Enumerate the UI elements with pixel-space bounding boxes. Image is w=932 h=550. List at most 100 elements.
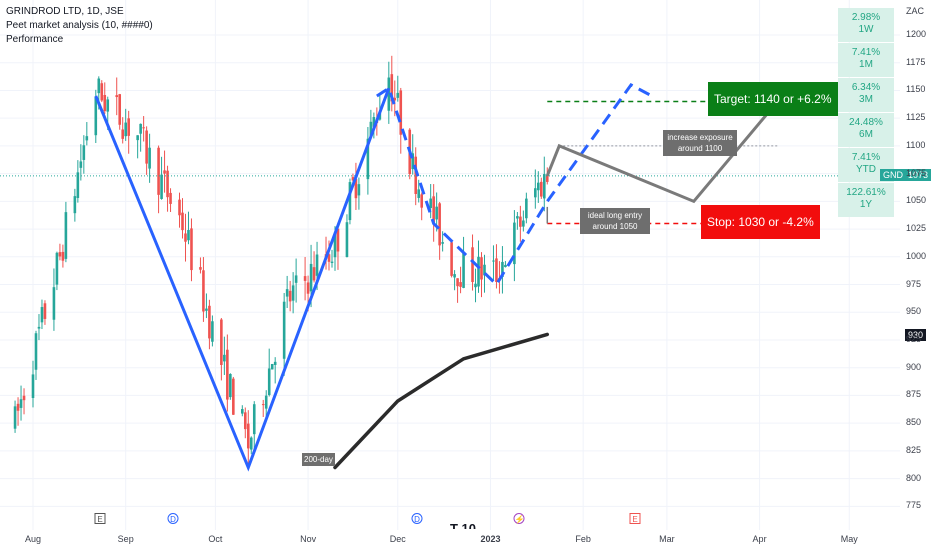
- candle-body: [414, 156, 418, 194]
- candle-body: [106, 99, 110, 112]
- candle-body: [64, 212, 68, 259]
- split-event-icon[interactable]: ⚡: [513, 513, 525, 524]
- candle-body: [372, 117, 376, 127]
- exposure-note[interactable]: increase exposure around 1100: [663, 130, 737, 156]
- last-price-tag: 1073: [905, 169, 932, 181]
- dividend-event-icon[interactable]: D: [167, 513, 179, 524]
- indicator-label[interactable]: Peet market analysis (10, ####0): [6, 20, 153, 31]
- candles: [13, 55, 549, 464]
- y-tick-label: 775: [906, 500, 922, 511]
- candle-body: [333, 232, 337, 258]
- candle-body: [13, 406, 17, 429]
- y-tick-label: 1025: [906, 223, 927, 234]
- candle-body: [190, 228, 193, 271]
- candle-body: [73, 196, 77, 214]
- candle-body: [312, 267, 316, 281]
- candle-body: [139, 123, 142, 134]
- candle-body: [351, 177, 355, 181]
- candle-body: [393, 97, 397, 101]
- candle-body: [142, 127, 145, 129]
- symbol-tag: GND: [880, 169, 906, 181]
- candle-body: [462, 252, 465, 288]
- candle-body: [366, 138, 370, 180]
- candle-body: [43, 303, 47, 319]
- candle-body: [205, 308, 208, 311]
- candle-body: [94, 96, 98, 136]
- dividend-event-icon[interactable]: D: [411, 513, 423, 524]
- candle-body: [480, 257, 483, 280]
- y-tick-label: 1175: [906, 56, 926, 67]
- candle-body: [441, 242, 444, 244]
- candle-body: [390, 74, 394, 102]
- stop-callout[interactable]: Stop: 1030 or -4.2%: [701, 205, 820, 239]
- candle-body: [148, 147, 151, 169]
- y-tick-label: 975: [906, 278, 922, 289]
- candle-body: [273, 361, 277, 365]
- candle-body: [31, 374, 35, 398]
- candle-body: [157, 147, 160, 195]
- candle-body: [513, 222, 516, 265]
- candle-body: [97, 78, 101, 94]
- candle-body: [79, 161, 83, 168]
- candle-body: [16, 403, 20, 411]
- candle-body: [163, 170, 166, 174]
- candle-body: [471, 247, 474, 283]
- candle-body: [474, 283, 477, 288]
- earnings-event-icon[interactable]: E: [629, 513, 641, 524]
- candle-body: [534, 188, 537, 198]
- earnings-event-icon[interactable]: E: [94, 513, 106, 524]
- candle-body: [369, 121, 373, 137]
- candle-body: [202, 270, 205, 312]
- candle-body: [429, 198, 432, 209]
- x-tick-label: Mar: [659, 534, 675, 544]
- target-callout[interactable]: Target: 1140 or +6.2%: [708, 82, 838, 116]
- y-tick-label: 900: [906, 361, 922, 372]
- x-tick-label: Oct: [208, 534, 223, 544]
- candle-body: [315, 254, 319, 276]
- candle-body: [124, 122, 127, 137]
- candle-body: [525, 198, 528, 219]
- candle-body: [37, 326, 41, 329]
- perf-1y: 122.61% 1Y: [838, 183, 894, 217]
- candle-body: [450, 242, 453, 276]
- candle-body: [52, 287, 56, 320]
- candle-body: [459, 282, 462, 287]
- candle-body: [76, 172, 80, 198]
- candle-body: [516, 216, 519, 219]
- chart-title[interactable]: GRINDROD LTD, 1D, JSE: [6, 6, 124, 17]
- candle-body: [282, 301, 286, 359]
- candle-body: [387, 77, 391, 111]
- candle-body: [136, 135, 139, 141]
- candle-body: [545, 175, 549, 182]
- y-tick-label: 1100: [906, 139, 926, 150]
- candle-body: [127, 118, 130, 136]
- pattern-line-solid: [94, 87, 391, 472]
- candle-body: [181, 212, 184, 231]
- y-tick-label: 950: [906, 306, 922, 317]
- x-tick-label: May: [840, 534, 858, 544]
- candle-body: [483, 264, 486, 276]
- candle-body: [40, 307, 44, 323]
- candle-body: [241, 409, 244, 414]
- y-tick-label: 850: [906, 417, 922, 428]
- candle-body: [477, 256, 480, 287]
- y-tick-label: 925: [906, 333, 922, 344]
- candle-body: [504, 264, 507, 268]
- candle-body: [399, 90, 403, 135]
- y-tick-label: 800: [906, 472, 922, 483]
- candle-body: [435, 206, 438, 220]
- candle-body: [226, 349, 229, 400]
- ma-label[interactable]: 200-day: [302, 453, 335, 466]
- candle-body: [166, 170, 169, 198]
- entry-note[interactable]: ideal long entry around 1050: [580, 208, 650, 234]
- candle-body: [232, 378, 235, 415]
- currency-label: ZAC: [906, 6, 924, 16]
- candle-body: [187, 229, 190, 241]
- candle-body: [327, 254, 331, 262]
- ma-price-tag: 930: [905, 329, 927, 341]
- x-tick-label: Aug: [24, 534, 42, 544]
- candle-body: [199, 267, 202, 270]
- y-tick-label: 1200: [906, 29, 927, 39]
- perf-6m: 24.48% 6M: [838, 113, 894, 147]
- candle-body: [145, 130, 148, 164]
